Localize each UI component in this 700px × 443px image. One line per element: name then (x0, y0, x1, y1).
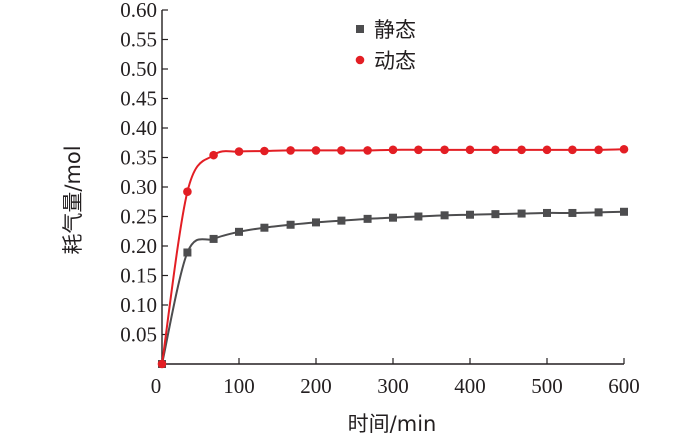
y-tick-label: 0.05 (120, 323, 157, 347)
x-tick-label: 100 (223, 374, 255, 398)
data-point-circle (157, 359, 167, 369)
ticks: 0.05 0.10 0.15 0.20 0.25 0.30 0.35 0.40 0.45 0.50… (120, 0, 640, 398)
data-point-square (568, 208, 577, 217)
data-point-square (337, 216, 346, 225)
data-point-circle (568, 145, 577, 155)
x-tick-label: 400 (454, 374, 486, 398)
data-markers (157, 144, 629, 369)
y-tick-label: 0.25 (120, 205, 157, 229)
data-point-circle (619, 144, 629, 154)
y-tick-label: 0.15 (120, 264, 157, 288)
data-point-circle (491, 145, 500, 155)
data-point-square (235, 227, 243, 236)
data-point-square (620, 207, 628, 216)
data-point-circle (517, 145, 526, 155)
x-tick-label: 500 (531, 374, 563, 398)
legend-label: 静态 (374, 18, 416, 42)
series-line-0 (161, 210, 625, 365)
x-tick-label: 300 (377, 374, 409, 398)
data-point-square (466, 210, 474, 219)
y-tick-label: 0.20 (120, 234, 157, 258)
data-point-circle (234, 147, 244, 156)
data-point-circle (337, 146, 346, 155)
legend-marker-square (356, 25, 364, 33)
x-tick-label: 600 (608, 374, 640, 398)
y-tick-label: 0.45 (120, 87, 157, 111)
data-point-circle (209, 150, 218, 160)
data-point-circle (465, 145, 475, 155)
data-point-square (286, 220, 295, 229)
y-tick-label: 0.30 (120, 175, 157, 199)
data-point-square (389, 213, 397, 222)
legend-marker-circle (355, 55, 365, 65)
y-tick-label: 0.60 (120, 0, 157, 22)
data-point-circle (594, 145, 603, 155)
y-tick-label: 0.10 (120, 293, 157, 317)
legend-label: 动态 (374, 49, 416, 73)
data-point-circle (183, 187, 192, 197)
data-point-circle (260, 146, 269, 156)
x-tick-label: 0 (151, 374, 162, 398)
y-axis-title: 耗气量/mol (61, 145, 85, 254)
data-point-circle (388, 145, 398, 155)
data-point-circle (542, 145, 552, 155)
data-point-square (209, 234, 218, 243)
x-axis-title: 时间/min (348, 412, 437, 436)
data-point-square (260, 223, 269, 232)
fitted-curves (161, 148, 625, 365)
data-point-circle (363, 146, 372, 155)
data-point-square (312, 218, 320, 227)
data-point-square (594, 208, 603, 217)
data-point-circle (286, 146, 295, 155)
x-tick-label: 200 (300, 374, 332, 398)
series-line-1 (161, 148, 625, 365)
y-tick-label: 0.35 (120, 146, 157, 170)
data-point-circle (414, 145, 423, 155)
data-point-circle (440, 145, 449, 155)
data-point-square (440, 211, 449, 220)
y-tick-label: 0.40 (120, 116, 157, 140)
data-point-square (414, 212, 423, 221)
data-point-square (491, 210, 500, 219)
data-point-circle (311, 146, 321, 155)
data-point-square (363, 214, 372, 223)
data-point-square (517, 209, 526, 218)
y-tick-label: 0.50 (120, 57, 157, 81)
data-point-square (183, 248, 192, 257)
data-point-square (543, 208, 551, 217)
y-tick-label: 0.55 (120, 28, 157, 52)
